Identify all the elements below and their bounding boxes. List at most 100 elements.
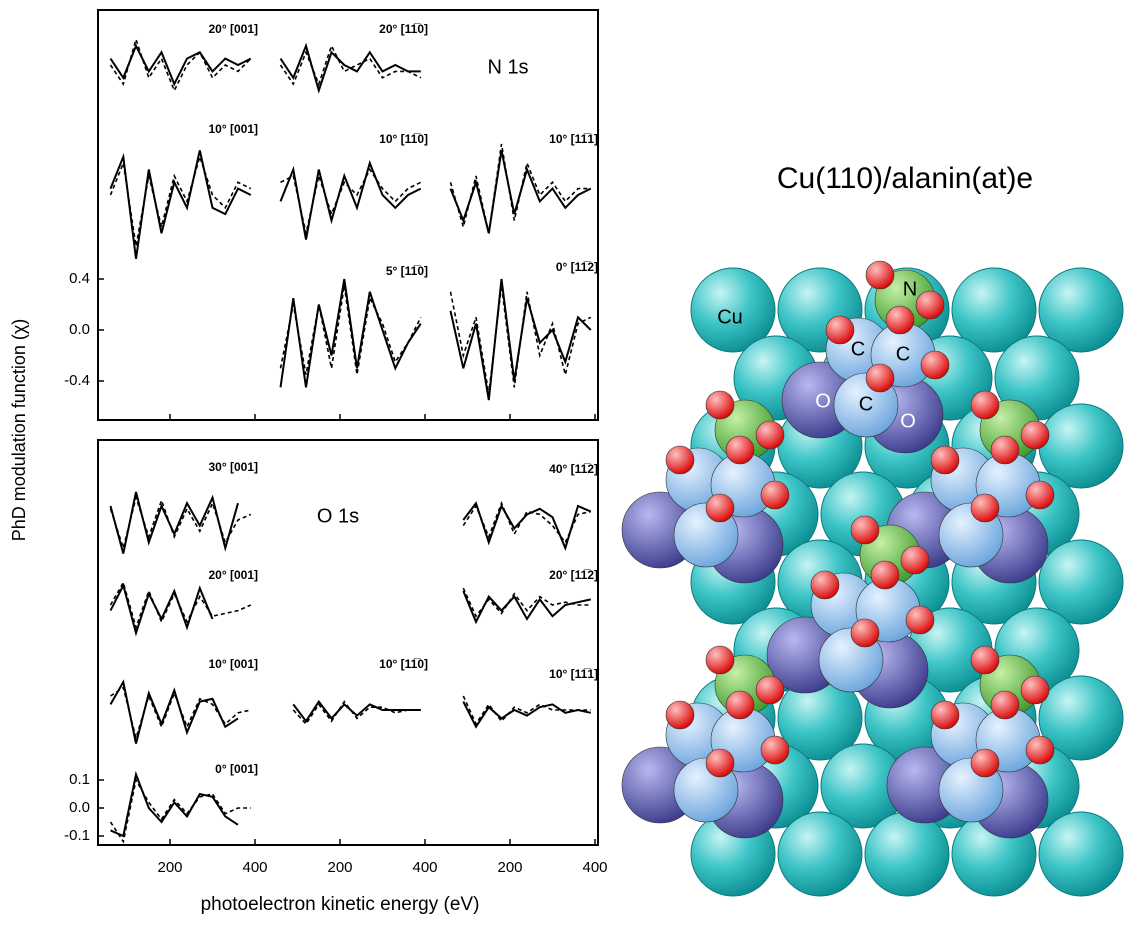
y-tick-label: -0.4 [64,372,90,389]
atom-label: C [851,338,865,360]
h-atom [931,701,959,729]
h-atom [931,446,959,474]
panel-label: 5° [11̅0] [386,264,428,278]
h-atom [726,691,754,719]
x-tick-label: 400 [412,859,437,876]
panel-label: 20° [11̅2] [549,568,598,582]
y-tick-label: 0.4 [69,270,90,287]
curve [111,682,239,744]
curve [463,503,591,548]
curve [111,583,251,628]
h-atom [871,561,899,589]
h-atom [991,691,1019,719]
ball-model [622,261,1123,896]
curve [463,696,591,724]
h-atom [1021,421,1049,449]
h-atom [706,749,734,777]
curve [281,279,421,387]
y-tick-label: 0.0 [69,799,90,816]
x-tick-label: 400 [582,859,607,876]
curve [111,46,251,84]
curve [451,150,591,233]
figure: PhD modulation function (χ) photoelectro… [0,0,1126,931]
curve [111,498,251,548]
panel-label: 20° [11̅0] [379,22,428,36]
h-atom [1021,676,1049,704]
panel-label: 10° [11̅1] [549,132,598,146]
h-atom [851,516,879,544]
h-atom [761,736,789,764]
h-atom [886,306,914,334]
panel-label: 20° [001] [209,568,259,582]
h-atom [901,546,929,574]
curve [293,702,421,724]
panel-label: 10° [11̅0] [379,132,428,146]
curve [281,46,421,84]
h-atom [756,421,784,449]
panel-label: 0° [001] [215,762,258,776]
h-atom [971,391,999,419]
h-atom [1026,736,1054,764]
h-atom [726,436,754,464]
h-atom [906,606,934,634]
frame-o1s [98,440,598,845]
y-tick-label: 0.1 [69,771,90,788]
h-atom [866,364,894,392]
o1s-label: O 1s [317,505,359,527]
h-atom [991,436,1019,464]
cu-atom [778,812,862,896]
x-tick-label: 200 [327,859,352,876]
x-tick-label: 200 [157,859,182,876]
h-atom [971,749,999,777]
atom-label: C [896,343,910,365]
panel-label: 10° [001] [209,122,259,136]
y-axis-label: PhD modulation function (χ) [9,319,29,542]
h-atom [666,446,694,474]
x-axis-label: photoelectron kinetic energy (eV) [201,894,480,915]
atom-label: C [859,393,873,415]
y-tick-label: -0.1 [64,827,90,844]
panel-label: 0° [11̅2] [556,260,598,274]
h-atom [1026,481,1054,509]
curve [451,144,591,233]
h-atom [866,261,894,289]
h-atom [666,701,694,729]
cu-atom [865,812,949,896]
h-atom [706,646,734,674]
curve [281,163,421,240]
curve [111,157,251,246]
atom-label: Cu [717,306,743,328]
curve [111,40,251,91]
curve [281,170,421,234]
curve [463,591,591,622]
h-atom [706,494,734,522]
curve [111,774,239,836]
h-atom [761,481,789,509]
panel-label: 30° [001] [209,460,259,474]
h-atom [851,619,879,647]
model-title: Cu(110)/alanin(at)e [777,162,1033,195]
y-tick-label: 0.0 [69,321,90,338]
h-atom [756,676,784,704]
h-atom [971,646,999,674]
atom-label: O [815,390,831,412]
h-atom [706,391,734,419]
panel-label: 10° [11̅1] [549,667,598,681]
curve [463,588,591,616]
panel-label: 10° [11̅0] [379,657,428,671]
curve [111,492,239,554]
atom-label: O [900,410,916,432]
h-atom [811,571,839,599]
x-tick-label: 400 [242,859,267,876]
h-atom [971,494,999,522]
n1s-label: N 1s [487,56,528,78]
curve [111,150,251,258]
cu-atom [1039,812,1123,896]
panel-label: 10° [001] [209,657,259,671]
h-atom [916,291,944,319]
h-atom [921,351,949,379]
atom-label: N [903,278,917,300]
panel-label: 40° [11̅2] [549,462,598,476]
panel-label: 20° [001] [209,22,259,36]
curve [281,46,421,91]
